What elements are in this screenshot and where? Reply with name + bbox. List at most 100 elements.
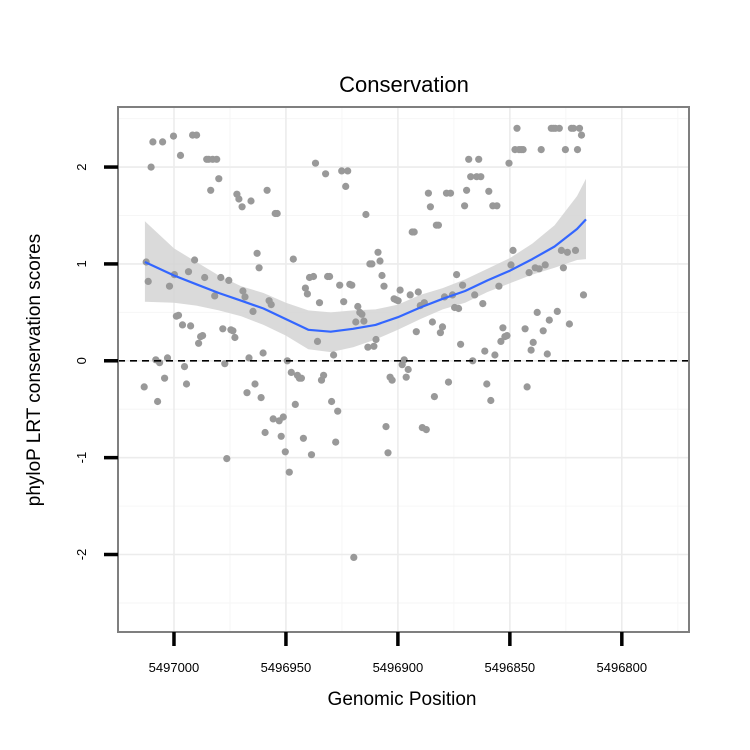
panel-border [117, 106, 690, 633]
data-point [174, 311, 183, 319]
data-point [213, 155, 221, 163]
data-point [444, 378, 453, 386]
grid [118, 107, 689, 632]
data-point [144, 277, 152, 285]
data-point [207, 186, 215, 194]
data-point [291, 400, 299, 408]
data-point [505, 159, 513, 167]
y-tick-label: 1 [74, 260, 89, 267]
y-axis-title: phyloP LRT conservation scores [24, 234, 45, 507]
data-point [238, 203, 246, 211]
data-point [459, 281, 467, 289]
data-point [231, 333, 239, 342]
data-point [525, 269, 533, 277]
data-point [259, 349, 267, 357]
data-point [287, 368, 295, 376]
data-point [255, 264, 263, 272]
data-point [463, 186, 471, 194]
data-point [455, 304, 463, 313]
chart-title: Conservation [339, 72, 469, 97]
data-point [273, 209, 281, 218]
data-point [475, 155, 483, 163]
data-point [573, 146, 582, 154]
data-point [217, 273, 225, 282]
x-tick-label: 5496800 [597, 660, 648, 675]
data-point [332, 438, 340, 446]
data-point [499, 324, 507, 332]
y-tick-label: 0 [74, 357, 89, 364]
data-point [465, 155, 473, 163]
data-point [297, 374, 305, 382]
data-point [336, 281, 344, 289]
data-point [559, 264, 568, 272]
data-point [182, 380, 191, 388]
data-point [161, 374, 169, 382]
data-point [147, 163, 155, 171]
data-point [388, 376, 396, 384]
data-point [165, 282, 174, 290]
data-point [402, 373, 410, 381]
data-point [497, 337, 505, 345]
x-tick-label: 5496900 [373, 660, 424, 675]
data-point [376, 257, 384, 265]
data-point [364, 343, 372, 351]
data-point [479, 300, 487, 308]
data-point [428, 318, 436, 326]
data-point [199, 332, 207, 340]
data-point [191, 256, 199, 264]
data-point [163, 354, 172, 362]
data-point [557, 246, 566, 254]
x-tick-label: 5497000 [149, 660, 200, 675]
data-point [211, 292, 219, 300]
data-point [495, 282, 503, 290]
x-tick-label: 5496950 [261, 660, 312, 675]
data-point [320, 371, 328, 379]
data-point [400, 356, 408, 364]
data-point [285, 468, 293, 476]
data-point [404, 365, 412, 374]
data-point [380, 282, 388, 290]
data-point [257, 394, 265, 402]
data-point [483, 380, 491, 388]
data-point [149, 138, 157, 146]
data-point [239, 287, 247, 295]
data-point [176, 151, 185, 159]
data-point [374, 248, 382, 256]
data-point [543, 350, 551, 358]
data-point [348, 281, 356, 289]
data-point [485, 187, 493, 195]
data-point [521, 325, 529, 333]
data-point [382, 423, 390, 431]
data-point [301, 284, 309, 292]
data-point [267, 301, 275, 309]
data-point [453, 271, 461, 279]
data-point [330, 351, 338, 359]
data-point [219, 325, 227, 333]
data-point [378, 271, 386, 280]
data-point [563, 248, 572, 256]
data-point [241, 293, 249, 301]
data-point [436, 329, 444, 337]
data-point [313, 337, 322, 345]
data-point [579, 291, 588, 299]
data-point [235, 195, 243, 203]
data-point [406, 291, 414, 299]
data-point [326, 272, 334, 281]
data-point [457, 340, 465, 348]
data-point [261, 428, 269, 437]
smooth-line-layer [144, 218, 587, 333]
data-point [372, 335, 380, 344]
data-point [527, 346, 535, 354]
data-point [322, 170, 330, 178]
data-point [193, 131, 201, 139]
data-point [140, 383, 148, 391]
data-point [338, 167, 346, 175]
data-point [180, 363, 189, 371]
x-axis-title: Genomic Position [328, 689, 477, 710]
data-point [565, 320, 574, 328]
y-tick-label: -1 [74, 452, 89, 464]
data-point [362, 210, 370, 219]
data-point [201, 273, 209, 282]
data-point [513, 124, 521, 132]
